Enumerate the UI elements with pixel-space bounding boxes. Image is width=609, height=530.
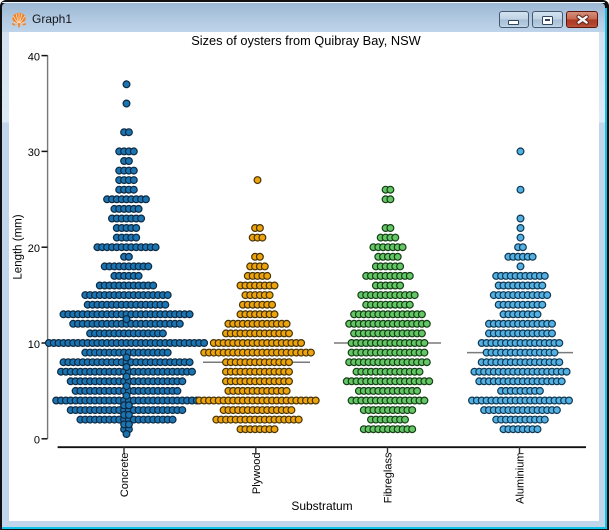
svg-text:20: 20 <box>28 243 40 255</box>
svg-text:0: 0 <box>34 435 40 447</box>
svg-text:Length (mm): Length (mm) <box>13 214 25 279</box>
svg-text:Concrete: Concrete <box>119 453 131 498</box>
svg-text:Sizes of oysters from Quibray: Sizes of oysters from Quibray Bay, NSW <box>191 33 421 48</box>
svg-text:Fibreglass: Fibreglass <box>383 452 395 503</box>
svg-text:10: 10 <box>28 339 40 351</box>
svg-text:30: 30 <box>28 147 40 159</box>
svg-text:40: 40 <box>28 51 40 63</box>
svg-text:Substratum: Substratum <box>291 499 352 513</box>
svg-text:Aluminium: Aluminium <box>515 453 527 504</box>
svg-text:Plywood: Plywood <box>251 453 263 495</box>
